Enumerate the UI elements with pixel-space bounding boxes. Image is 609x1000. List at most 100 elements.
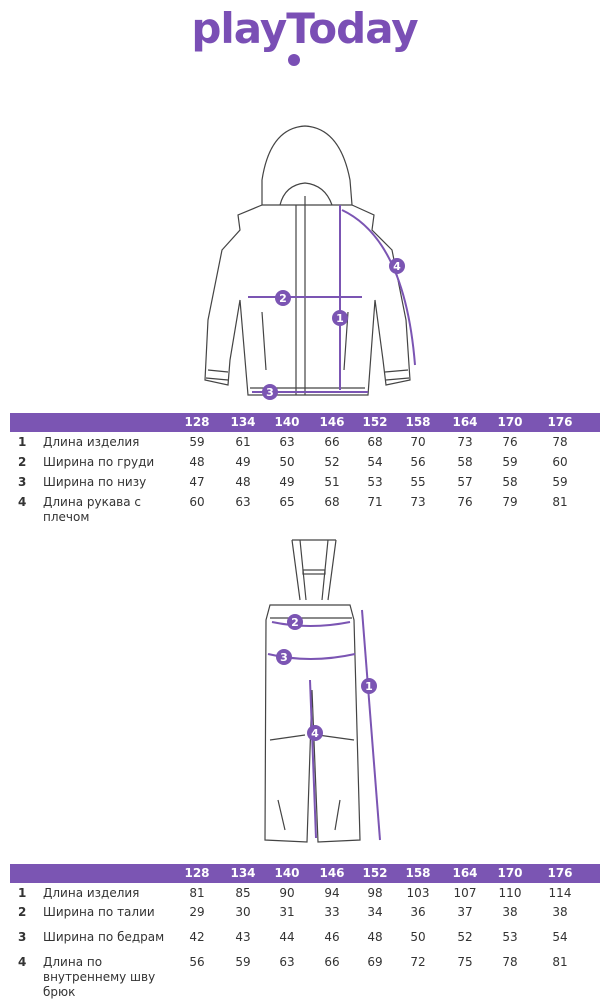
- size-value: 63: [279, 955, 295, 969]
- size-value: 57: [457, 475, 473, 489]
- size-value: 103: [406, 886, 430, 900]
- pants-marker-1: 1: [365, 680, 373, 693]
- size-header-164: 164: [452, 415, 478, 429]
- pants-marker-3: 3: [280, 651, 288, 664]
- size-value: 38: [502, 905, 518, 919]
- size-value: 56: [189, 955, 205, 969]
- jacket-diagram: 1 2 3 4: [204, 125, 416, 400]
- pants-marker-4: 4: [311, 727, 319, 740]
- row-label: Длина изделия: [43, 886, 140, 900]
- size-value: 72: [410, 955, 426, 969]
- jacket-marker-1: 1: [336, 312, 344, 325]
- size-value: 63: [235, 495, 251, 509]
- size-value: 52: [324, 455, 340, 469]
- size-value: 50: [410, 930, 426, 944]
- size-value: 55: [410, 475, 426, 489]
- size-value: 68: [367, 435, 383, 449]
- size-header-128: 128: [184, 415, 210, 429]
- logo-dot: [288, 54, 300, 66]
- size-value: 81: [552, 495, 568, 509]
- size-value: 66: [324, 435, 340, 449]
- pants-size-table: 128 134 140 146 152 158 164 170 176 1 Длина издел…: [10, 864, 600, 999]
- size-value: 85: [235, 886, 251, 900]
- size-value: 58: [457, 455, 473, 469]
- size-value: 31: [279, 905, 295, 919]
- size-value: 59: [552, 475, 568, 489]
- size-value: 53: [502, 930, 518, 944]
- size-value: 73: [410, 495, 426, 509]
- jacket-marker-4: 4: [393, 260, 401, 273]
- row-number: 1: [18, 435, 27, 449]
- size-value: 42: [189, 930, 205, 944]
- size-header-164: 164: [452, 866, 478, 880]
- size-value: 43: [235, 930, 251, 944]
- row-label: Длина рукава с плечом: [43, 495, 142, 524]
- size-value: 60: [552, 455, 568, 469]
- size-header-176: 176: [547, 866, 573, 880]
- size-value: 48: [367, 930, 383, 944]
- size-value: 78: [502, 955, 518, 969]
- size-value: 76: [457, 495, 473, 509]
- table-header: 128 134 140 146 152 158 164 170 176: [10, 413, 600, 432]
- row-number: 2: [18, 905, 27, 919]
- size-value: 63: [279, 435, 295, 449]
- size-value: 98: [367, 886, 383, 900]
- size-value: 34: [367, 905, 383, 919]
- size-value: 51: [324, 475, 340, 489]
- size-value: 70: [410, 435, 426, 449]
- size-value: 36: [410, 905, 426, 919]
- size-value: 81: [552, 955, 568, 969]
- size-value: 50: [279, 455, 295, 469]
- jacket-marker-3: 3: [266, 386, 274, 399]
- row-number: 4: [18, 955, 27, 969]
- size-value: 59: [189, 435, 205, 449]
- size-value: 114: [548, 886, 572, 900]
- size-value: 58: [502, 475, 518, 489]
- size-value: 59: [502, 455, 518, 469]
- size-header-170: 170: [497, 415, 523, 429]
- size-header-152: 152: [362, 866, 388, 880]
- size-header-128: 128: [184, 866, 210, 880]
- size-value: 44: [279, 930, 295, 944]
- size-value: 46: [324, 930, 340, 944]
- row-label: Длина по внутреннему шву брюк: [43, 955, 156, 999]
- size-value: 56: [410, 455, 426, 469]
- jacket-marker-2: 2: [279, 292, 287, 305]
- size-value: 68: [324, 495, 340, 509]
- brand-logo: playToday: [0, 4, 609, 53]
- size-value: 66: [324, 955, 340, 969]
- size-value: 60: [189, 495, 205, 509]
- size-header-158: 158: [405, 866, 431, 880]
- size-value: 52: [457, 930, 473, 944]
- size-value: 30: [235, 905, 251, 919]
- size-header-134: 134: [230, 866, 256, 880]
- size-value: 69: [367, 955, 383, 969]
- size-value: 29: [189, 905, 205, 919]
- size-header-146: 146: [319, 415, 345, 429]
- row-number: 2: [18, 455, 27, 469]
- size-header-140: 140: [274, 415, 300, 429]
- size-value: 75: [457, 955, 473, 969]
- row-label: Ширина по низу: [43, 475, 147, 489]
- size-value: 37: [457, 905, 473, 919]
- size-value: 49: [279, 475, 295, 489]
- size-header-158: 158: [405, 415, 431, 429]
- row-label: Длина изделия: [43, 435, 140, 449]
- size-value: 65: [279, 495, 295, 509]
- size-value: 47: [189, 475, 205, 489]
- row-number: 1: [18, 886, 27, 900]
- size-value: 79: [502, 495, 518, 509]
- pants-diagram: 1 2 3 4: [264, 539, 381, 843]
- logo-text: playToday: [191, 4, 418, 53]
- size-value: 71: [367, 495, 383, 509]
- size-value: 49: [235, 455, 251, 469]
- size-header-152: 152: [362, 415, 388, 429]
- pants-marker-2: 2: [291, 616, 299, 629]
- size-value: 33: [324, 905, 340, 919]
- size-value: 54: [552, 930, 568, 944]
- table-header: 128 134 140 146 152 158 164 170 176: [10, 864, 600, 883]
- size-value: 94: [324, 886, 340, 900]
- row-number: 3: [18, 475, 27, 489]
- row-label: Ширина по груди: [43, 455, 155, 469]
- row-label: Ширина по талии: [43, 905, 155, 919]
